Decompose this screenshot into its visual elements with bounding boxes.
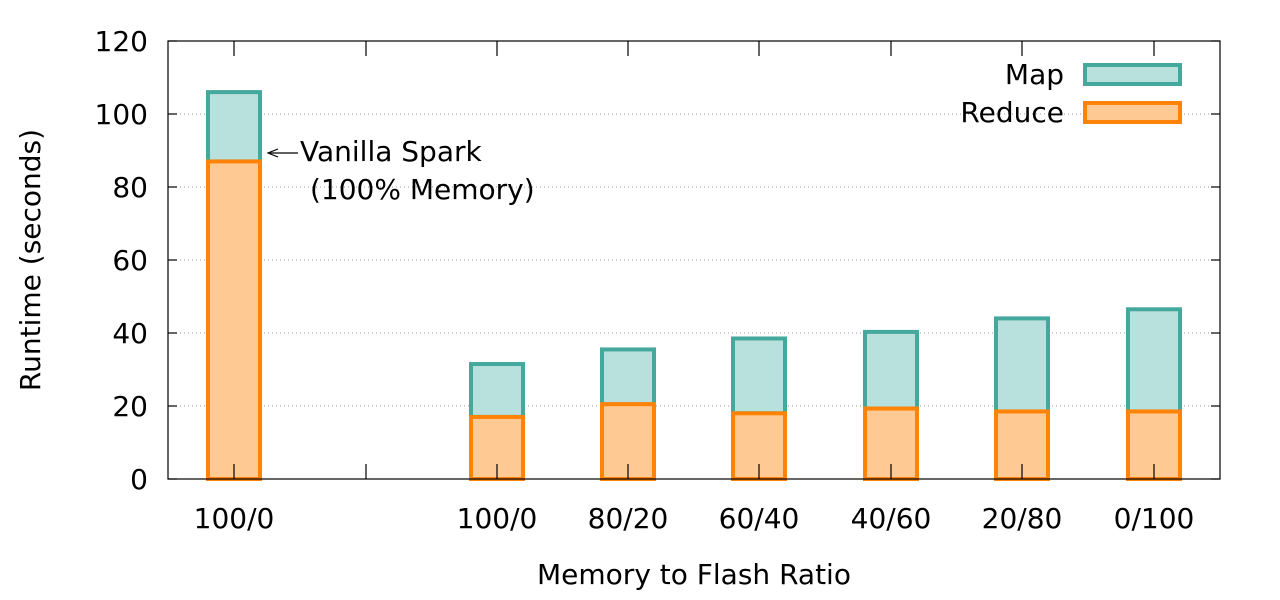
y-tick-label: 40 xyxy=(112,317,148,350)
legend-label-reduce: Reduce xyxy=(960,96,1064,129)
y-tick-label: 0 xyxy=(130,463,148,496)
y-tick-label: 60 xyxy=(112,244,148,277)
bar-map xyxy=(994,316,1050,414)
legend: Map Reduce xyxy=(960,58,1182,129)
axis-ticks: 0 20 40 60 80 100 120 100/0 100/0 80/20 60/40 40/60… xyxy=(95,25,1220,535)
x-tick-label: 80/20 xyxy=(588,502,669,535)
bar-map xyxy=(206,90,262,164)
x-tick-label: 100/0 xyxy=(457,502,538,535)
y-tick-label: 100 xyxy=(95,98,148,131)
annotation-line-1: Vanilla Spark xyxy=(300,135,482,168)
bar-map xyxy=(469,362,525,419)
legend-label-map: Map xyxy=(1005,58,1064,91)
bar-map xyxy=(600,347,656,407)
x-tick-label: 40/60 xyxy=(851,502,932,535)
x-tick-label: 100/0 xyxy=(194,502,275,535)
bar-map xyxy=(731,336,787,416)
bar-map xyxy=(1126,307,1182,414)
bar-map xyxy=(863,329,919,411)
x-tick-label: 20/80 xyxy=(982,502,1063,535)
x-tick-label: 0/100 xyxy=(1114,502,1195,535)
bar-reduce xyxy=(206,159,262,481)
y-tick-label: 120 xyxy=(95,25,148,58)
annotation-vanilla-spark: Vanilla Spark (100% Memory) xyxy=(266,135,535,206)
annotation-arrowhead xyxy=(266,148,279,158)
annotation-line-2: (100% Memory) xyxy=(310,173,535,206)
bars xyxy=(206,90,1182,482)
x-axis-label: Memory to Flash Ratio xyxy=(537,558,851,591)
y-axis-label: Runtime (seconds) xyxy=(14,129,47,391)
y-tick-label: 20 xyxy=(112,390,148,423)
legend-swatch-reduce xyxy=(1083,101,1182,124)
legend-swatch-map xyxy=(1083,63,1182,86)
x-tick-label: 60/40 xyxy=(719,502,800,535)
y-tick-label: 80 xyxy=(112,171,148,204)
